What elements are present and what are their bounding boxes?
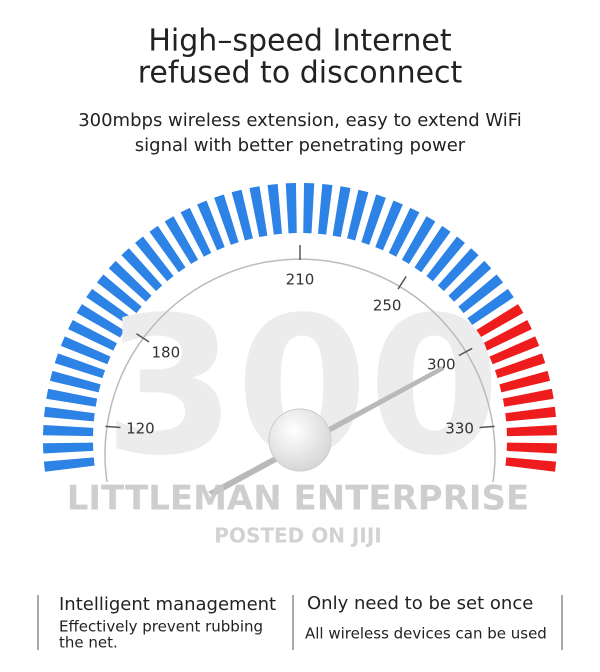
gauge-labels: 120 180 210 250 300 330 [105, 245, 495, 437]
tick [397, 276, 407, 290]
segment [60, 336, 111, 365]
segment [448, 260, 492, 302]
watermark: LITTLEMAN ENTERPRISE [67, 479, 530, 519]
segment [249, 186, 268, 238]
segment [414, 225, 451, 273]
segment [361, 194, 386, 245]
feature-title: Intelligent management [59, 594, 276, 615]
segment [164, 216, 199, 265]
segment [267, 183, 283, 235]
segment [458, 274, 504, 314]
gauge-label: 250 [373, 296, 402, 314]
segment [86, 288, 133, 326]
segment [46, 388, 98, 407]
segment [467, 288, 514, 326]
gauge-label: 120 [126, 419, 155, 437]
segment [426, 236, 465, 282]
segment [68, 319, 117, 351]
hub [268, 408, 332, 472]
segment [506, 424, 557, 437]
gauge-segments [43, 183, 557, 472]
title: High–speed Internet [148, 24, 451, 59]
segment [197, 200, 225, 251]
segment [489, 336, 540, 365]
segment [483, 319, 532, 351]
segment [135, 236, 174, 282]
segment [475, 304, 524, 338]
segment [505, 406, 556, 422]
tick [136, 333, 150, 343]
segment [149, 225, 186, 273]
segment [494, 353, 546, 379]
segment [317, 183, 333, 235]
segment [285, 183, 297, 234]
segment [43, 457, 95, 472]
tick [458, 347, 473, 357]
feature-title: Only need to be set once [307, 593, 533, 614]
gauge-label: 300 [427, 355, 456, 373]
segment [347, 189, 369, 241]
title: refused to disconnect [138, 56, 463, 91]
segment [44, 406, 95, 422]
tick [479, 425, 495, 429]
subtitle: signal with better penetrating power [135, 135, 466, 156]
segment [401, 216, 436, 265]
segment [437, 248, 479, 292]
segment [375, 200, 403, 251]
gauge-label: 210 [286, 271, 315, 289]
feature-text: Effectively prevent rubbing [59, 618, 263, 636]
watermark: POSTED ON JIJI [214, 524, 381, 548]
gauge-label: 330 [445, 419, 474, 437]
segment [499, 370, 551, 393]
tick [105, 425, 121, 429]
segment [54, 353, 106, 379]
segment [506, 442, 557, 454]
feature-text: the net. [59, 634, 118, 652]
segment [231, 189, 253, 241]
segment [76, 304, 125, 338]
subtitle: 300mbps wireless extension, easy to exte… [78, 110, 522, 131]
segment [43, 442, 94, 454]
segment [502, 388, 554, 407]
segment [332, 186, 351, 238]
segment [388, 207, 420, 257]
segment [303, 183, 315, 234]
segment [121, 248, 163, 292]
segment [43, 424, 94, 437]
segment [49, 370, 101, 393]
feature-text: All wireless devices can be used [305, 625, 547, 643]
segment [505, 457, 557, 472]
segment [180, 207, 212, 257]
segment [96, 274, 142, 314]
segment [108, 260, 152, 302]
segment [214, 194, 239, 245]
gauge-label: 180 [151, 343, 180, 361]
